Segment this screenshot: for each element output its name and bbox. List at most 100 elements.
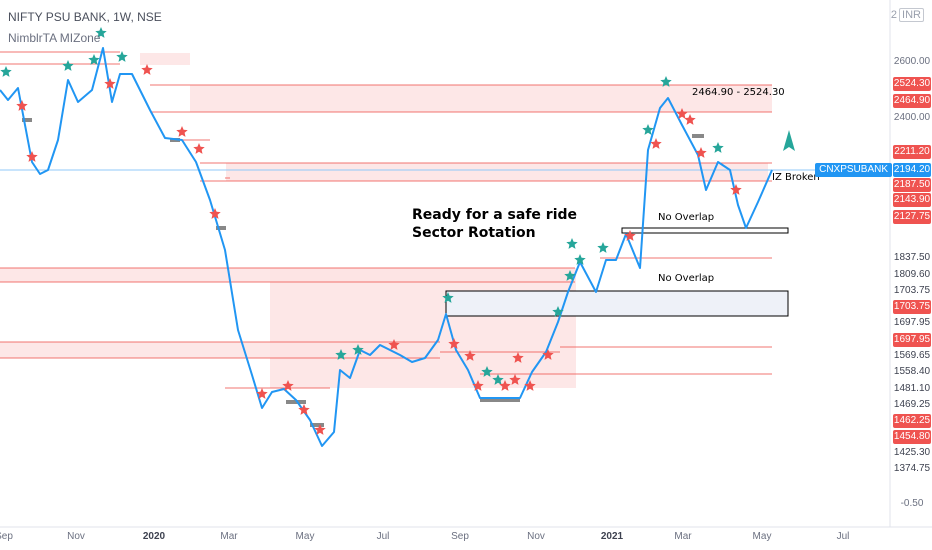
grey-marker <box>480 398 520 402</box>
price-level-label: 1481.10 <box>893 382 931 396</box>
zones-layer <box>0 51 772 389</box>
bearish-star-icon <box>209 208 221 219</box>
bearish-star-icon <box>676 108 688 119</box>
price-tick-label: 2400.00 <box>893 111 931 125</box>
price-level-label: 1374.75 <box>893 462 931 476</box>
bearish-star-icon <box>256 388 268 399</box>
bearish-star-icon <box>448 338 460 349</box>
bearish-star-icon <box>542 349 554 360</box>
bearish-star-icon <box>176 126 188 137</box>
symbol-tag: CNXPSUBANK <box>815 163 892 177</box>
time-tick-label: May <box>752 531 772 542</box>
supply-demand-zone <box>270 268 576 388</box>
bearish-star-icon <box>684 114 696 125</box>
bearish-star-icon <box>16 100 28 111</box>
bearish-star-icon <box>193 143 205 154</box>
bullish-star-icon <box>566 238 578 249</box>
grey-marker <box>216 226 226 230</box>
time-tick-label: Sep <box>451 531 469 542</box>
bullish-star-icon <box>116 51 128 62</box>
bearish-star-icon <box>695 147 707 158</box>
supply-demand-zone <box>0 342 438 358</box>
bearish-star-icon <box>730 184 742 195</box>
time-tick-label: Mar <box>220 531 238 542</box>
bearish-star-icon <box>26 151 38 162</box>
bullish-star-icon <box>552 306 564 317</box>
bullish-star-icon <box>492 374 504 385</box>
time-tick-label: Nov <box>527 531 545 542</box>
price-level-label: 2464.90 <box>893 94 931 108</box>
bullish-star-icon <box>95 27 107 38</box>
bearish-star-icon <box>104 78 116 89</box>
currency-badge[interactable]: 2 INR <box>891 8 924 22</box>
bullish-star-icon <box>564 270 576 281</box>
bearish-star-icon <box>314 424 326 435</box>
supply-demand-zone <box>190 85 772 112</box>
price-level-label: 1703.75 <box>893 284 931 298</box>
bearish-star-icon <box>524 380 536 391</box>
no-overlap-label-1: No Overlap <box>658 212 715 223</box>
supply-demand-zone <box>0 268 575 282</box>
price-level-label: 1454.80 <box>893 430 931 444</box>
price-level-label: 1558.40 <box>893 365 931 379</box>
price-level-label: 1469.25 <box>893 398 931 412</box>
bearish-star-icon <box>624 230 636 241</box>
supply-demand-zone <box>140 53 190 65</box>
no-overlap-box-top <box>621 227 789 234</box>
price-level-label: 2187.50 <box>893 178 931 192</box>
bearish-star-icon <box>509 374 521 385</box>
bullish-star-icon <box>62 60 74 71</box>
grey-marker <box>310 423 324 427</box>
price-level-label: 2211.20 <box>893 145 931 159</box>
time-tick-label: May <box>295 531 315 542</box>
bullish-star-icon <box>0 66 12 77</box>
bullish-star-icon <box>88 54 100 65</box>
price-level-label: 1703.75 <box>893 300 931 314</box>
no-overlap-label-2: No Overlap <box>658 273 715 284</box>
price-level-label: 1569.65 <box>893 349 931 363</box>
grey-marker <box>286 400 306 404</box>
price-level-label: 2127.75 <box>893 210 931 224</box>
bullish-star-icon <box>574 254 586 265</box>
bearish-star-icon <box>282 380 294 391</box>
price-level-label: 1462.25 <box>893 414 931 428</box>
bullish-star-icon <box>352 344 364 355</box>
price-level-label: 2524.30 <box>893 77 931 91</box>
bearish-star-icon <box>298 404 310 415</box>
price-level-label: 2143.90 <box>893 193 931 207</box>
bullish-star-icon <box>660 76 672 87</box>
price-level-label: 1697.95 <box>893 333 931 347</box>
price-tick-label: 2600.00 <box>893 55 931 69</box>
price-level-label: 1697.95 <box>893 316 931 330</box>
bearish-star-icon <box>464 350 476 361</box>
zone-range-label: 2464.90 - 2524.30 <box>692 87 785 98</box>
indicator-name[interactable]: NimblrTA MIZone <box>8 31 101 45</box>
supply-demand-zone <box>226 163 768 181</box>
grey-marker <box>692 134 704 138</box>
price-level-label: 1837.50 <box>893 251 931 265</box>
bearish-star-icon <box>388 339 400 350</box>
time-tick-label: Nov <box>67 531 85 542</box>
time-tick-label: 2021 <box>600 531 624 542</box>
bullish-star-icon <box>712 142 724 153</box>
bullish-star-icon <box>335 349 347 360</box>
no-overlap-boxes <box>445 227 789 317</box>
price-line <box>0 47 773 447</box>
time-tick-label: Sep <box>0 531 13 542</box>
bearish-star-icon <box>141 64 153 75</box>
bullish-star-icon <box>642 124 654 135</box>
price-level-label: 1425.30 <box>893 446 931 460</box>
bullish-star-icon <box>597 242 609 253</box>
headline-line-1: Ready for a safe ride <box>412 207 578 223</box>
price-level-label: 2194.20 <box>893 163 931 177</box>
bearish-star-icon <box>472 380 484 391</box>
bearish-star-icon <box>499 380 511 391</box>
bullish-star-icon <box>442 292 454 303</box>
up-arrow-icon <box>783 130 795 151</box>
time-tick-label: Jul <box>376 531 390 542</box>
time-tick-label: Jul <box>836 531 850 542</box>
price-level-label: 1809.60 <box>893 268 931 282</box>
time-tick-label: Mar <box>674 531 692 542</box>
iz-broken-label: IZ Broken <box>772 172 820 183</box>
